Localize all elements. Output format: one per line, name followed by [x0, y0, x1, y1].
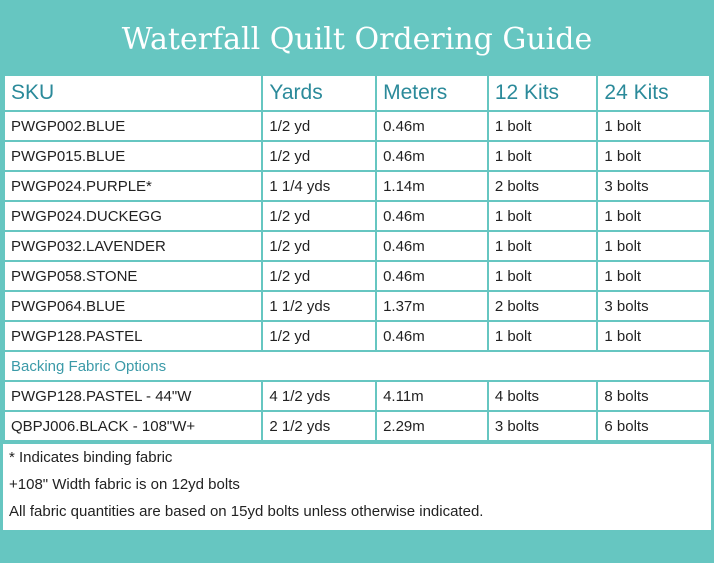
table-cell: 3 bolts	[486, 410, 599, 442]
column-header: Yards	[261, 74, 378, 112]
table-cell: 1 1/4 yds	[261, 170, 378, 202]
table-cell: 1 bolt	[596, 200, 711, 232]
table-cell: 4 bolts	[486, 380, 599, 412]
section-row: Backing Fabric Options	[3, 350, 711, 382]
table-row: PWGP015.BLUE 1/2 yd 0.46m 1 bolt 1 bolt	[2, 140, 711, 172]
table-cell: PWGP032.LAVENDER	[2, 230, 264, 262]
table-cell: 1.37m	[375, 290, 489, 322]
table-cell: 1/2 yd	[261, 320, 378, 352]
table-cell: 1/2 yd	[261, 110, 378, 142]
table-cell: PWGP128.PASTEL	[2, 320, 264, 352]
table-cell: 2 bolts	[486, 290, 599, 322]
backing-section-label: Backing Fabric Options	[3, 350, 711, 382]
header-row: SKU Yards Meters 12 Kits 24 Kits	[2, 74, 711, 112]
table-row: PWGP058.STONE 1/2 yd 0.46m 1 bolt 1 bolt	[2, 260, 711, 292]
table-cell: PWGP058.STONE	[2, 260, 264, 292]
table-cell: 0.46m	[375, 110, 489, 142]
page-title: Waterfall Quilt Ordering Guide	[121, 22, 593, 57]
table-row: QBPJ006.BLACK - 108"W+ 2 1/2 yds 2.29m 3 bo…	[2, 410, 711, 442]
table-row: PWGP128.PASTEL 1/2 yd 0.46m 1 bolt 1 bolt	[2, 320, 711, 352]
table-cell: 1 bolt	[486, 260, 599, 292]
table-cell: 1 bolt	[596, 260, 711, 292]
table-cell: PWGP015.BLUE	[2, 140, 264, 172]
table-cell: 1/2 yd	[261, 200, 378, 232]
notes: * Indicates binding fabric +108" Width f…	[3, 444, 711, 530]
column-header: SKU	[2, 74, 264, 112]
note: All fabric quantities are based on 15yd …	[9, 503, 484, 520]
table-row: PWGP032.LAVENDER 1/2 yd 0.46m 1 bolt 1 bolt	[2, 230, 711, 262]
column-header: 12 Kits	[486, 74, 599, 112]
table-row: PWGP064.BLUE 1 1/2 yds 1.37m 2 bolts 3 bolts	[2, 290, 711, 322]
table-cell: 3 bolts	[596, 290, 711, 322]
table-cell: 2 1/2 yds	[261, 410, 378, 442]
table-cell: 1 bolt	[486, 230, 599, 262]
table-cell: PWGP128.PASTEL - 44"W	[2, 380, 264, 412]
table-cell: 8 bolts	[596, 380, 711, 412]
table-cell: 2 bolts	[486, 170, 599, 202]
table-row: PWGP002.BLUE 1/2 yd 0.46m 1 bolt 1 bolt	[2, 110, 711, 142]
table-cell: 0.46m	[375, 200, 489, 232]
column-header: 24 Kits	[596, 74, 711, 112]
table-cell: PWGP064.BLUE	[2, 290, 264, 322]
table-cell: 0.46m	[375, 140, 489, 172]
table-cell: 1/2 yd	[261, 140, 378, 172]
table-row: PWGP024.DUCKEGG 1/2 yd 0.46m 1 bolt 1 bolt	[2, 200, 711, 232]
table-cell: PWGP024.DUCKEGG	[2, 200, 264, 232]
table-cell: 1 bolt	[486, 110, 599, 142]
table-cell: 3 bolts	[596, 170, 711, 202]
note: * Indicates binding fabric	[9, 449, 173, 466]
ordering-table: SKU Yards Meters 12 Kits 24 Kits PWGP002.BLU…	[2, 74, 711, 442]
table-cell: 1 bolt	[486, 320, 599, 352]
table-cell: 0.46m	[375, 320, 489, 352]
table-cell: 1 bolt	[486, 140, 599, 172]
table-cell: 4 1/2 yds	[261, 380, 378, 412]
table-cell: 4.11m	[375, 380, 489, 412]
table-cell: 0.46m	[375, 230, 489, 262]
table-cell: 1 1/2 yds	[261, 290, 378, 322]
table-cell: 1 bolt	[596, 320, 711, 352]
table-cell: QBPJ006.BLACK - 108"W+	[2, 410, 264, 442]
table-cell: PWGP002.BLUE	[2, 110, 264, 142]
column-header: Meters	[375, 74, 489, 112]
note: +108" Width fabric is on 12yd bolts	[9, 476, 240, 493]
table-cell: 1 bolt	[596, 140, 711, 172]
table-cell: 0.46m	[375, 260, 489, 292]
table-cell: 1/2 yd	[261, 230, 378, 262]
table-cell: 1 bolt	[596, 110, 711, 142]
table-cell: 2.29m	[375, 410, 489, 442]
table-cell: 1 bolt	[596, 230, 711, 262]
table-cell: 1/2 yd	[261, 260, 378, 292]
table-cell: 6 bolts	[596, 410, 711, 442]
table-cell: 1 bolt	[486, 200, 599, 232]
table-cell: 1.14m	[375, 170, 489, 202]
table-row: PWGP128.PASTEL - 44"W 4 1/2 yds 4.11m 4 bol…	[2, 380, 711, 412]
table-row: PWGP024.PURPLE* 1 1/4 yds 1.14m 2 bolts 3 bo…	[2, 170, 711, 202]
table-cell: PWGP024.PURPLE*	[2, 170, 264, 202]
